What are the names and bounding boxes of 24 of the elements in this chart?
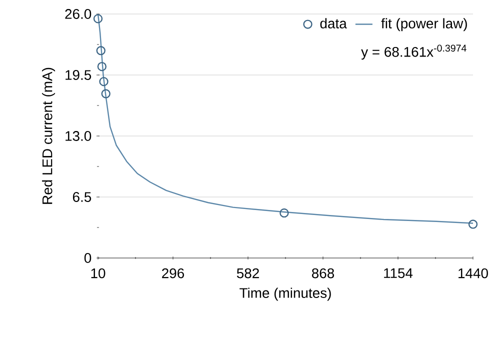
y-tick-label: 6.5 (72, 192, 92, 202)
legend-label: data (320, 18, 347, 28)
point (97, 62, 107, 72)
y-tick-label: 19.5 (66, 70, 92, 80)
y-axis-title: Red LED current (mA) (42, 68, 56, 204)
line-series (97, 13, 474, 224)
y-tick-label: 0 (84, 253, 92, 263)
point (99, 76, 108, 86)
x-tick-label: 582 (236, 268, 259, 278)
x-tick-label: 1440 (458, 268, 488, 278)
x-tick-label: 10 (91, 268, 106, 278)
x-tick-label: 868 (312, 268, 334, 278)
legend-label: fit (power law) (381, 18, 467, 32)
point (93, 14, 103, 24)
point (468, 220, 478, 229)
point (280, 208, 289, 218)
point (96, 46, 106, 56)
annotation: y = 68.161x$^{-0.3974}$ (361, 44, 466, 60)
x-axis-title: Time (minutes) (240, 288, 331, 301)
x-tick-label: 296 (162, 268, 184, 278)
x-tick-label: 1154 (384, 268, 413, 278)
y-tick-label: 13.0 (66, 131, 92, 141)
y-tick-label: 26.0 (65, 9, 92, 19)
point (101, 89, 110, 98)
